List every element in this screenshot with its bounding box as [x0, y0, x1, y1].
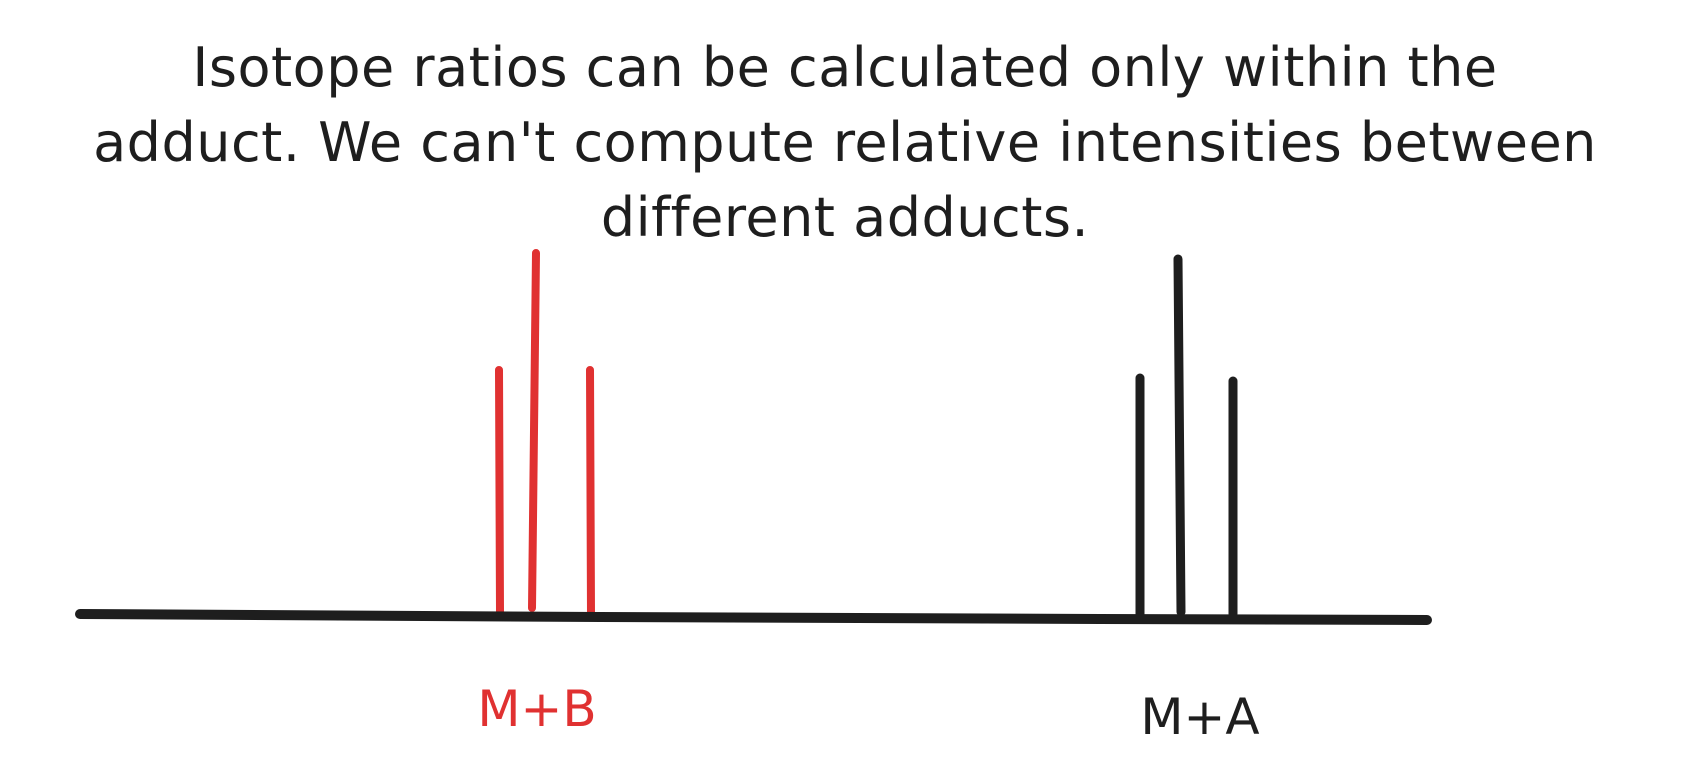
- label-m-plus-a: M+A: [1140, 688, 1260, 746]
- peaks-m-plus-a: [1135, 254, 1238, 619]
- peak-b-3: [586, 366, 595, 618]
- diagram-title: Isotope ratios can be calculated only wi…: [40, 30, 1650, 255]
- label-m-plus-b: M+B: [477, 680, 597, 738]
- x-axis-line: [75, 609, 1432, 625]
- title-line-2: adduct. We can't compute relative intens…: [93, 111, 1597, 174]
- peak-a-2: [1173, 254, 1186, 617]
- title-line-3: different adducts.: [600, 186, 1090, 249]
- peak-b-1: [495, 366, 504, 616]
- title-line-1: Isotope ratios can be calculated only wi…: [192, 36, 1498, 99]
- peaks-m-plus-b: [495, 249, 595, 618]
- peak-b-2: [528, 249, 540, 612]
